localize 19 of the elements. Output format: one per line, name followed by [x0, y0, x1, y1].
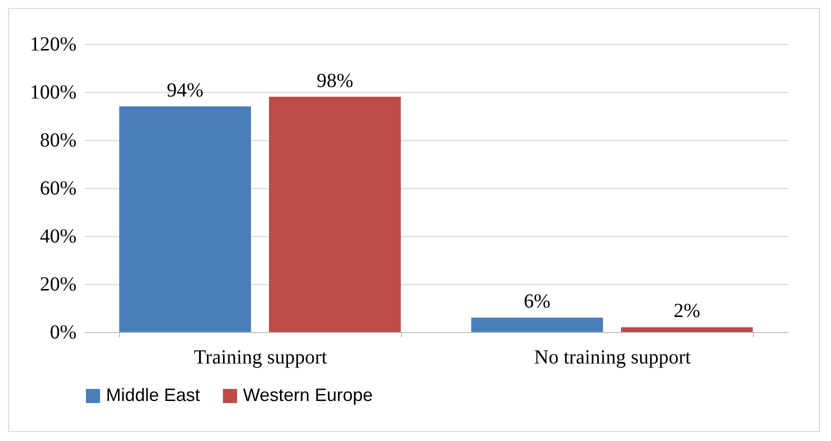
x-tick-label: Training support [194, 346, 328, 368]
bar [471, 318, 604, 332]
legend-label: Western Europe [243, 385, 373, 405]
bar [119, 106, 252, 332]
y-tick-label: 20% [40, 274, 76, 296]
y-tick-label: 0% [50, 322, 76, 344]
x-tick-label: No training support [534, 346, 692, 368]
bar [268, 96, 401, 332]
y-tick-label: 40% [40, 226, 76, 248]
legend-label: Middle East [106, 385, 200, 405]
y-tick-label: 120% [30, 34, 76, 56]
y-tick-label: 60% [40, 178, 76, 200]
y-tick-label: 100% [30, 82, 76, 104]
data-label: 94% [166, 79, 204, 102]
bar [620, 327, 753, 332]
data-label: 98% [316, 70, 354, 92]
y-tick-label: 80% [40, 130, 76, 152]
data-label: 2% [674, 300, 700, 322]
data-label: 6% [524, 290, 550, 313]
